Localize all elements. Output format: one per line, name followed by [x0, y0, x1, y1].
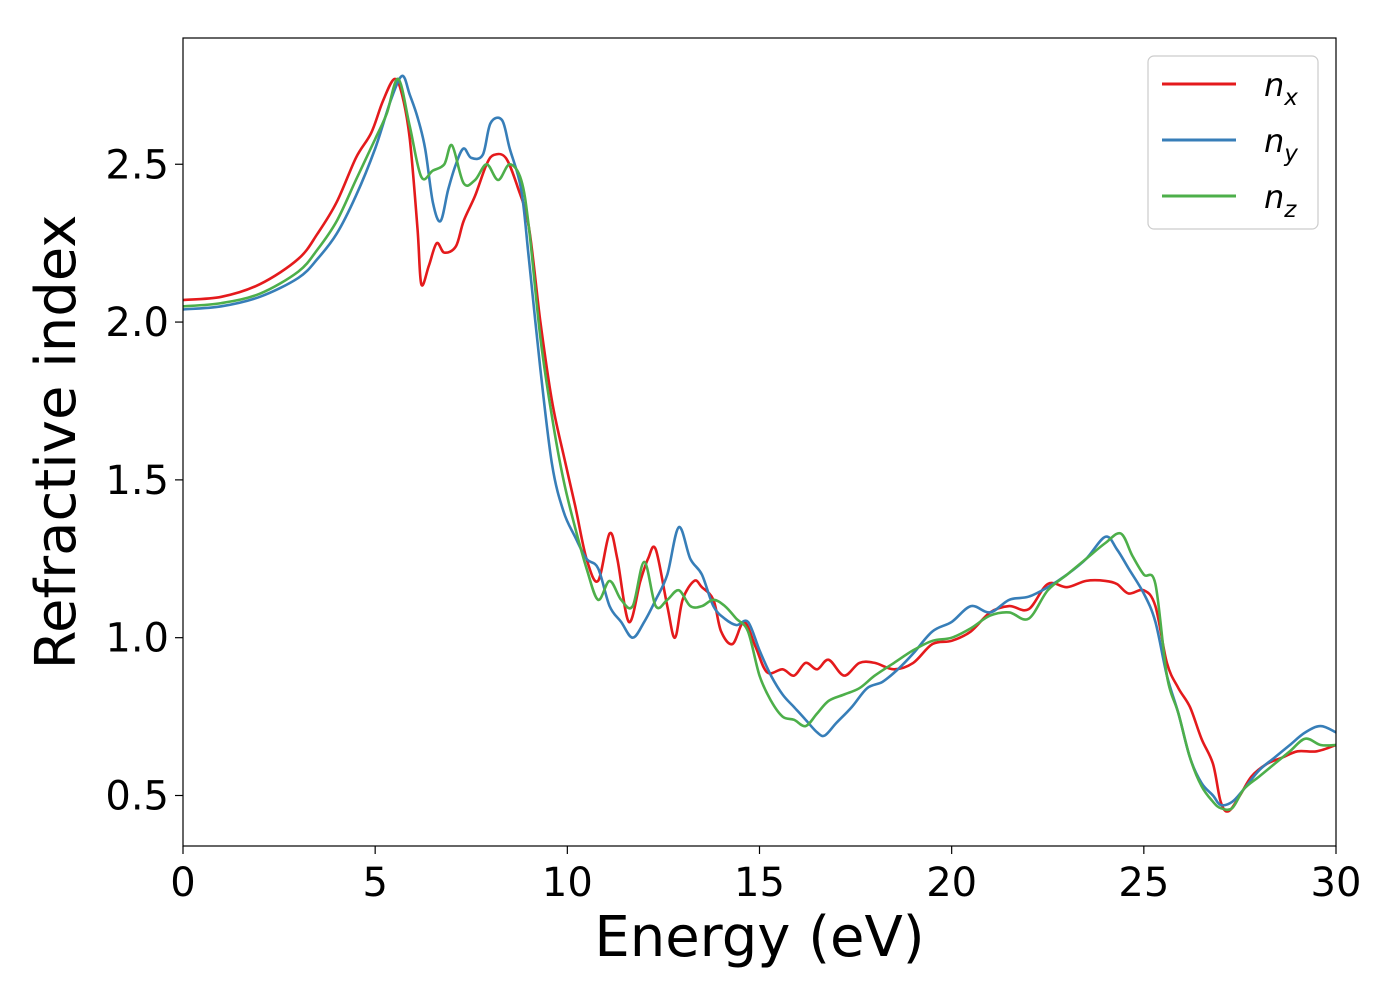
x-tick-label: 10	[542, 860, 593, 906]
legend-label-nz: nz	[1264, 178, 1297, 223]
x-tick-label: 20	[926, 860, 977, 906]
legend: nx ny nz	[1147, 55, 1319, 230]
y-tick-label: 1.5	[105, 458, 169, 504]
x-tick-label: 5	[362, 860, 387, 906]
y-tick-label: 0.5	[105, 774, 169, 820]
x-axis-label: Energy (eV)	[594, 905, 924, 970]
series-line-nz	[183, 77, 1336, 812]
x-tick-label: 15	[734, 860, 785, 906]
series-line-ny	[183, 74, 1336, 807]
legend-box	[1147, 55, 1319, 230]
y-tick-label: 2.0	[105, 300, 169, 346]
legend-label-nx: nx	[1264, 66, 1298, 111]
series-layer	[183, 74, 1336, 813]
x-tick-label: 30	[1311, 860, 1362, 906]
series-line-nx	[183, 77, 1336, 813]
y-axis-label: Refractive index	[24, 215, 89, 670]
x-axis: 0 5 10 15 20 25 30	[170, 846, 1361, 906]
y-tick-label: 1.0	[105, 616, 169, 662]
legend-label-ny: ny	[1264, 122, 1298, 167]
x-tick-label: 0	[170, 860, 195, 906]
y-tick-label: 2.5	[105, 142, 169, 188]
y-axis: 0.5 1.0 1.5 2.0 2.5	[105, 142, 183, 820]
x-tick-label: 25	[1118, 860, 1169, 906]
